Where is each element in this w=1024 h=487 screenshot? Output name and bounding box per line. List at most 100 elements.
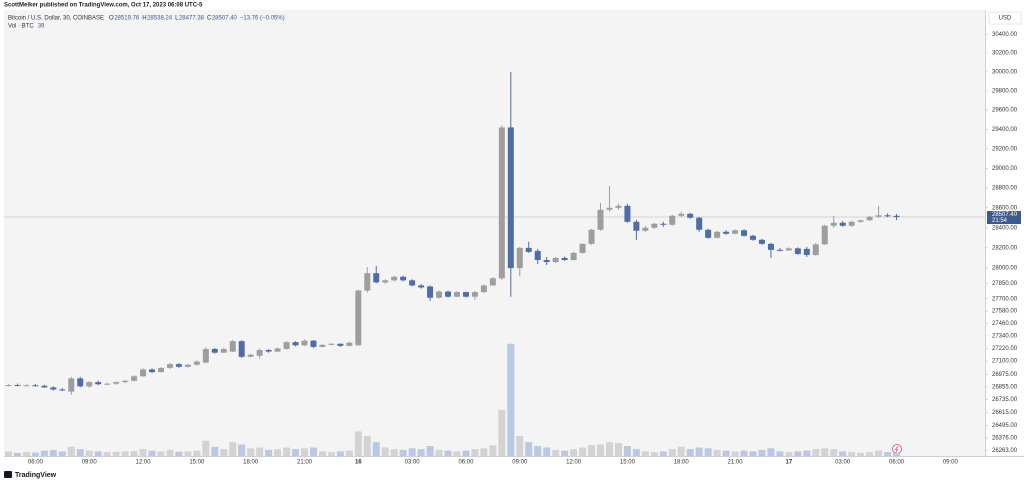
candle-body [714,231,721,238]
candle-body [570,252,577,260]
volume-bar [193,450,201,456]
candle-body [875,215,882,217]
volume-bar [148,450,156,456]
candle-body [678,213,685,216]
volume-bar [426,446,434,456]
volume-bar [543,447,551,456]
volume-bar [489,445,497,456]
candle-body [211,348,218,353]
volume-bar [390,449,398,456]
volume-bar [435,449,443,456]
candle-body [749,235,756,240]
candle-body [337,343,344,346]
legend-key: C [207,16,212,22]
y-tick-label: 26615.00 [992,410,1018,416]
x-tick-label: 16 [355,460,362,466]
volume-bar [31,452,39,456]
legend-key: O [109,16,114,22]
countdown: 21:54 [992,218,1008,224]
candle-body [77,378,84,387]
candle-body [355,290,362,346]
volume-bar [812,449,820,456]
candle-body [50,387,57,390]
volume-bars [4,343,901,456]
y-tick-label: 28000.00 [992,266,1018,272]
candle-body [507,127,514,269]
candle-body [436,291,443,298]
candle-body [59,389,66,391]
candle-body [803,248,810,255]
volume-bar [453,451,461,456]
volume-bar [893,453,901,456]
candle-body [400,276,407,281]
symbol: Bitcoin / U.S. Dollar, 30, COINBASE [8,16,104,22]
candle-body [705,229,712,238]
candle-body [427,286,434,298]
x-tick-label: 15:00 [189,460,205,466]
y-tick-label: 26376.00 [992,436,1018,442]
x-tick-label: 06:00 [889,460,905,466]
x-tick-label: 03:00 [405,460,421,466]
volume-bar [552,449,560,456]
volume-bar [632,449,640,456]
volume-bar [327,452,335,456]
y-tick-label: 29600.00 [992,108,1018,114]
candle-body [471,292,478,297]
volume-bar [238,444,246,456]
volume-bar [22,452,30,456]
y-tick-label: 27850.00 [992,281,1018,287]
candle-body [41,385,48,388]
x-tick-label: 21:00 [297,460,313,466]
volume-bar [623,446,631,456]
y-tick-label: 29400.00 [992,127,1018,133]
candle-body [794,248,801,254]
candle-body [301,340,308,346]
candle-body [175,364,182,367]
y-tick-label: 28200.00 [992,245,1018,251]
volume-bar [875,450,883,456]
candle-body [247,354,254,357]
volume-bar [830,449,838,456]
volume-bar [363,436,371,456]
y-tick-label: 26735.00 [992,397,1018,403]
y-tick-label: 27460.00 [992,321,1018,327]
y-tick-label: 28600.00 [992,205,1018,211]
volume-bar [767,448,775,456]
candle-body [651,223,658,228]
volume-bar [85,450,93,456]
volume-bar [211,446,219,456]
candle-body [14,385,21,387]
volume-bar [40,450,48,456]
candle-body [453,292,460,297]
x-tick-label: 09:00 [82,460,98,466]
candle-body [579,243,586,253]
legend-change: −13.76 (−0.05%) [240,16,285,22]
candle-body [104,383,111,385]
x-tick-label: 06:00 [458,460,474,466]
candle-body [884,215,891,217]
volume-bar [399,449,407,456]
candle-body [238,341,245,357]
last-price-box [987,211,1021,225]
candle-body [489,278,496,286]
y-tick-label: 26495.00 [992,423,1018,429]
volume-bar [650,452,658,456]
volume-bar [121,451,129,456]
y-tick-label: 30200.00 [992,51,1018,57]
x-tick-label: 17 [786,460,793,466]
volume-bar [336,451,344,456]
candle-body [220,348,227,353]
x-tick-label: 06:00 [28,460,44,466]
candle-body [767,243,774,250]
volume-bar [794,451,802,456]
publisher-line: ScottMelker published on TradingView.com… [4,3,203,9]
candle-body [687,213,694,218]
volume-bar [462,450,470,456]
volume-bar [722,450,730,456]
candle-body [193,361,200,365]
candle-body [606,207,613,210]
icon-circle [892,444,902,454]
volume-bar [354,431,362,456]
x-tick-label: 12:00 [136,460,152,466]
